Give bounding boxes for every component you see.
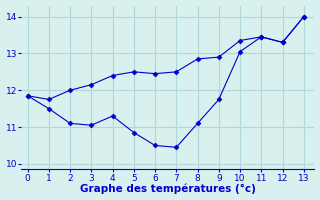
- X-axis label: Graphe des températures (°c): Graphe des températures (°c): [80, 184, 256, 194]
